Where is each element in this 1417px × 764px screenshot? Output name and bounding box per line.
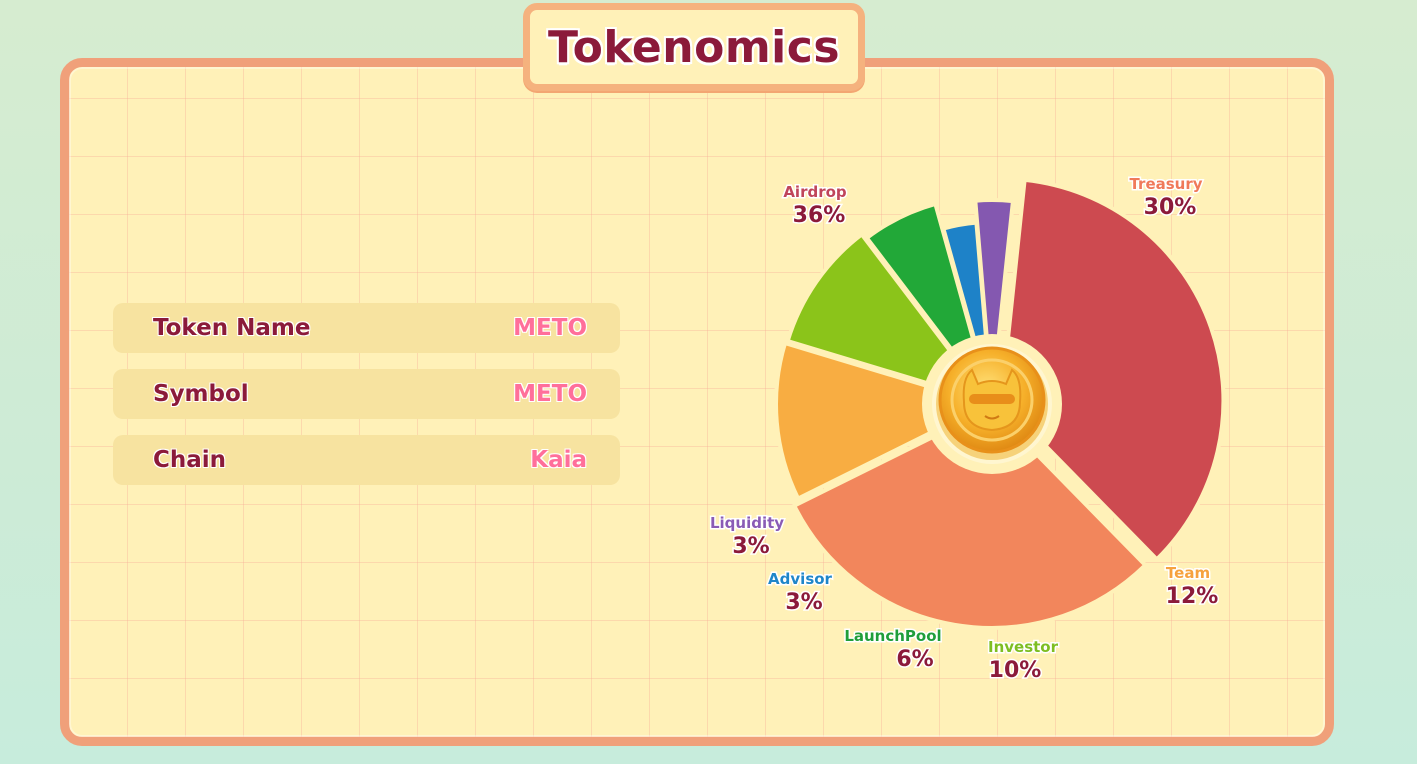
symbol-value: METO [513, 381, 587, 407]
slice-percent-airdrop: 36% [793, 203, 846, 228]
slice-label-treasury: Treasury [1129, 175, 1202, 193]
cat-coin-icon [922, 334, 1062, 474]
slice-percent-launchpool: 6% [896, 647, 933, 672]
pie-slice-treasury [791, 405, 1149, 630]
slice-label-advisor: Advisor [768, 570, 832, 588]
page-title: Tokenomics [547, 21, 841, 73]
slice-percent-liquidity: 3% [732, 534, 769, 559]
slice-label-liquidity: Liquidity [710, 514, 784, 532]
pie-slice-airdrop [999, 177, 1226, 563]
chain-value: Kaia [530, 447, 587, 473]
chain-label: Chain [153, 447, 227, 473]
symbol-row: Symbol METO [113, 369, 620, 419]
token-name-row: Token Name METO [113, 303, 620, 353]
slice-label-team: Team [1166, 564, 1210, 582]
slice-percent-advisor: 3% [785, 590, 822, 615]
slice-percent-treasury: 30% [1144, 195, 1197, 220]
chain-row: Chain Kaia [113, 435, 620, 485]
slice-label-investor: Investor [988, 638, 1059, 656]
token-name-value: METO [513, 315, 587, 341]
token-name-label: Token Name [153, 315, 311, 341]
slice-percent-team: 12% [1166, 584, 1219, 609]
pie-slice-liquidity [973, 198, 1016, 401]
title-banner: Tokenomics [523, 3, 865, 91]
slice-label-launchpool: LaunchPool [844, 627, 941, 645]
slice-percent-investor: 10% [989, 658, 1042, 683]
slice-label-airdrop: Airdrop [783, 183, 847, 201]
pie-slice-team [774, 340, 994, 502]
symbol-label: Symbol [153, 381, 249, 407]
